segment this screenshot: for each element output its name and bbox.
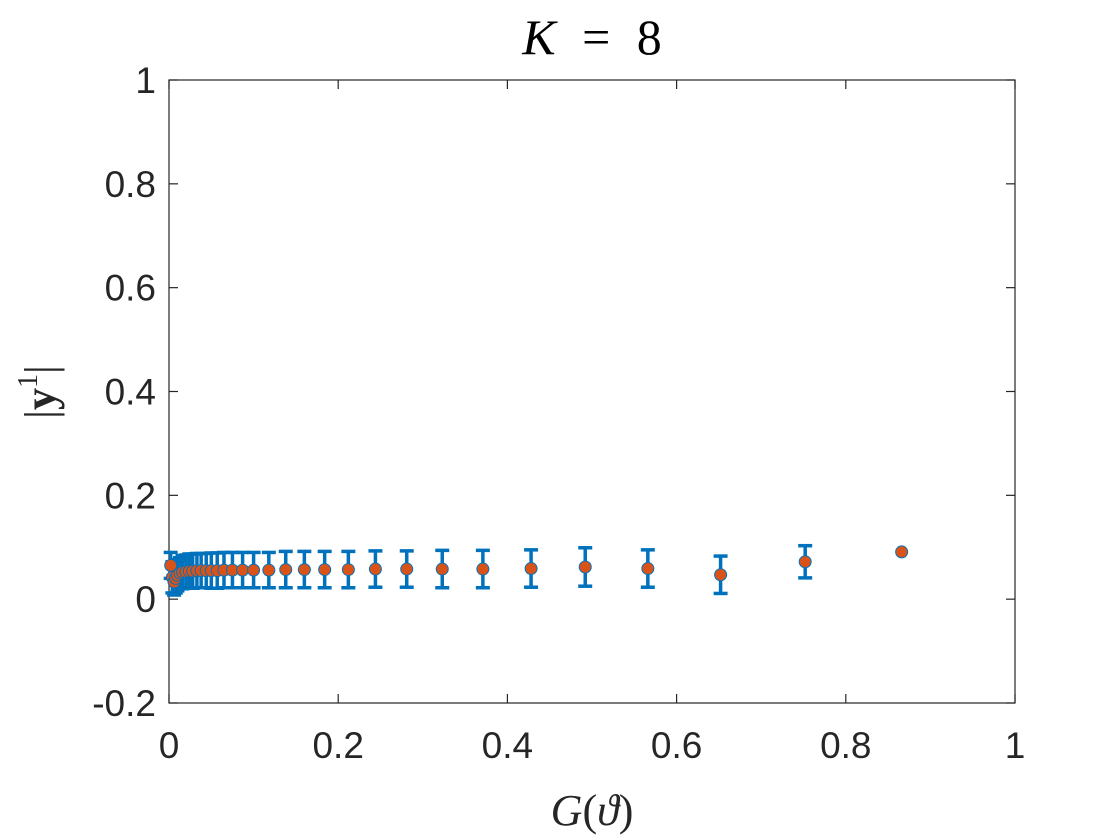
- chart-title: K = 8: [521, 9, 662, 65]
- title-operator: =: [582, 9, 610, 65]
- data-point: [297, 563, 311, 577]
- data-point: [798, 555, 812, 569]
- x-axis-label: G(ϑ): [551, 786, 634, 835]
- data-point: [247, 563, 261, 577]
- data-point: [341, 563, 355, 577]
- data-point: [895, 545, 909, 559]
- y-label-superscript: 1: [13, 374, 44, 388]
- title-variable: K: [521, 9, 558, 65]
- data-point: [435, 562, 449, 576]
- y-label-bar-right: |: [16, 365, 65, 374]
- y-label-variable: y: [16, 388, 65, 410]
- y-tick-label: 0.6: [105, 268, 156, 309]
- data-point: [236, 563, 250, 577]
- x-tick-label: 1: [1005, 725, 1026, 766]
- y-axis-ticks: -0.2 0 0.2 0.4 0.6 0.8 1: [92, 60, 1015, 724]
- x-tick-label: 0.2: [312, 725, 363, 766]
- x-label-open-paren: (: [582, 786, 597, 835]
- y-tick-label: 0.4: [105, 372, 156, 413]
- y-tick-label: -0.2: [92, 683, 156, 724]
- x-tick-label: 0.6: [651, 725, 702, 766]
- data-point: [714, 568, 728, 582]
- data-point: [578, 560, 592, 574]
- data-point: [262, 563, 276, 577]
- x-tick-label: 0: [159, 725, 180, 766]
- y-tick-label: 0.8: [105, 164, 156, 205]
- x-axis-ticks: 0 0.2 0.4 0.6 0.8 1: [159, 80, 1026, 766]
- y-axis-label: |y1|: [13, 365, 65, 419]
- y-tick-label: 1: [135, 60, 156, 101]
- y-tick-label: 0: [135, 579, 156, 620]
- marker-series: [164, 545, 909, 589]
- x-tick-label: 0.4: [482, 725, 533, 766]
- plot-area: 0 0.2 0.4 0.6 0.8 1 -0.200.20.40.60.81: [92, 60, 1025, 766]
- x-label-function: G: [551, 786, 583, 835]
- x-tick-label: 0.8: [820, 725, 871, 766]
- y-label-bar-left: |: [16, 410, 65, 419]
- data-point: [524, 562, 538, 576]
- y-tick-label: 0.2: [105, 475, 156, 516]
- x-label-close-paren: ): [619, 786, 634, 835]
- title-number: 8: [637, 9, 662, 65]
- data-point: [400, 562, 414, 576]
- data-point: [279, 563, 293, 577]
- axes-box: [168, 79, 1016, 704]
- data-point: [641, 562, 655, 576]
- data-point: [318, 563, 332, 577]
- data-point: [476, 562, 490, 576]
- data-point: [368, 562, 382, 576]
- x-label-variable: ϑ: [597, 786, 621, 835]
